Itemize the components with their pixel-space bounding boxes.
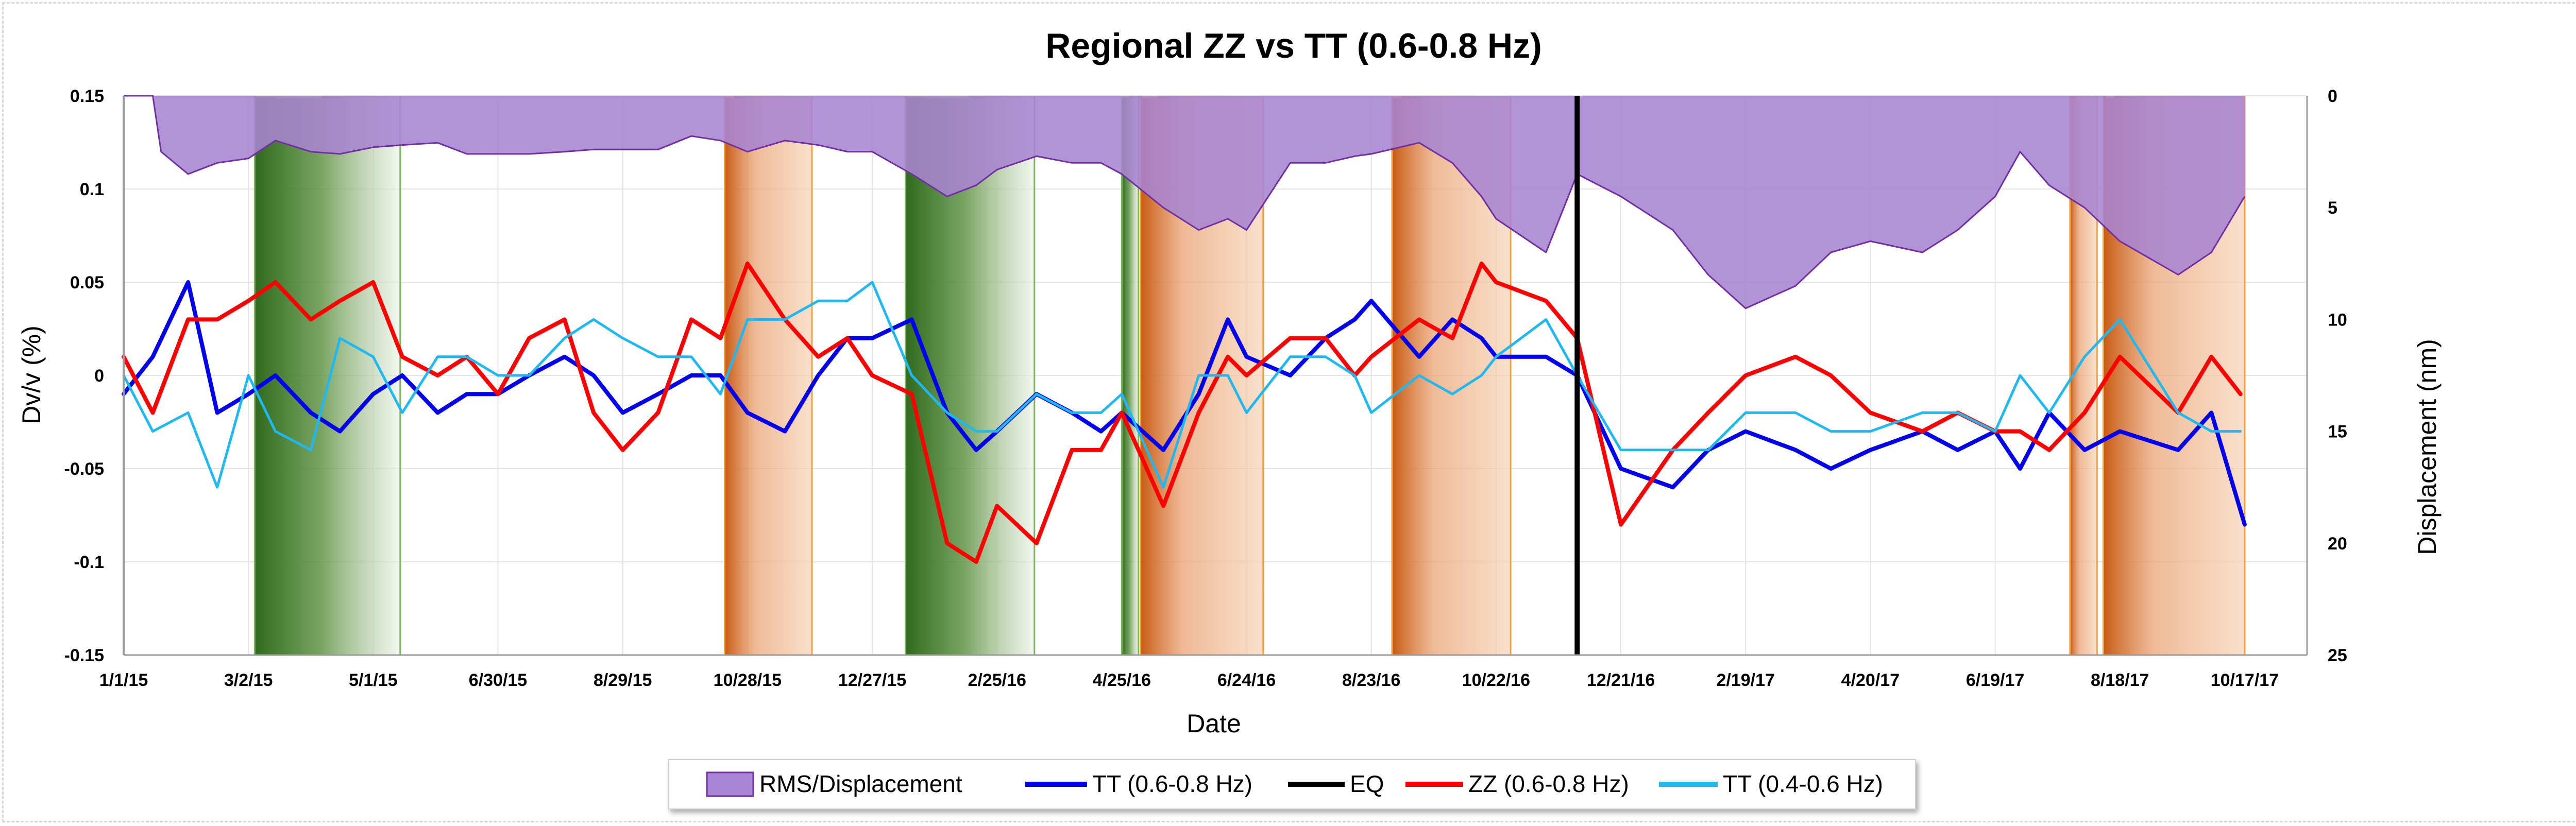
- y2-tick-label-1: 5: [2328, 198, 2337, 218]
- x-tick-label-6: 12/27/15: [838, 670, 906, 690]
- tick-labels: 1/1/15 3/2/15 5/1/15 6/30/15 8/29/15 10/28/15…: [64, 87, 2347, 690]
- y2-tick-label-2: 10: [2328, 310, 2347, 330]
- series-line-tt-0-6-0-8-hz: [122, 280, 2247, 527]
- chart-title: Regional ZZ vs TT (0.6-0.8 Hz): [1045, 26, 1542, 65]
- x-tick-label-2: 5/1/15: [349, 670, 398, 690]
- x-axis-title: Date: [1187, 709, 1241, 738]
- y-tick-label-0: 0.15: [70, 87, 104, 106]
- y-tick-label-4: -0.05: [64, 459, 105, 479]
- series-lines: [122, 261, 2247, 564]
- y2-tick-label-4: 20: [2328, 534, 2347, 554]
- x-tick-label-13: 2/19/17: [1717, 670, 1775, 690]
- legend-label-tt-low: TT (0.4-0.6 Hz): [1723, 770, 1883, 797]
- legend-label-rms: RMS/Displacement: [759, 770, 962, 797]
- y2-tick-label-5: 25: [2328, 646, 2347, 665]
- y-axis-title: Dv/v (%): [17, 325, 46, 424]
- y2-axis-title: Displacement (nm): [2413, 339, 2442, 555]
- x-tick-label-5: 10/28/15: [714, 670, 782, 690]
- rms-line: [124, 95, 2246, 309]
- legend-label-eq: EQ: [1350, 770, 1384, 797]
- rms-area-layer: [124, 95, 2246, 309]
- x-tick-label-3: 6/30/15: [469, 670, 527, 690]
- y-tick-label-1: 0.1: [80, 180, 104, 199]
- series-line-zz-0-6-0-8-hz: [122, 261, 2243, 564]
- legend-swatch-rms: [706, 771, 754, 797]
- green-band-1: [905, 96, 1035, 655]
- orange-band-0: [724, 96, 812, 655]
- y-tick-label-3: 0: [94, 366, 104, 386]
- green-band-2: [1122, 96, 1139, 655]
- x-tick-label-10: 8/23/16: [1342, 670, 1400, 690]
- x-tick-label-1: 3/2/15: [224, 670, 273, 690]
- x-tick-label-8: 4/25/16: [1093, 670, 1151, 690]
- green-band-0: [255, 96, 400, 655]
- series-line-tt-0-4-0-6-hz: [122, 281, 2242, 489]
- x-tick-label-0: 1/1/15: [99, 670, 148, 690]
- x-tick-label-7: 2/25/16: [968, 670, 1026, 690]
- x-tick-label-15: 6/19/17: [1966, 670, 2024, 690]
- legend-label-zz: ZZ (0.6-0.8 Hz): [1468, 770, 1629, 797]
- x-tick-label-4: 8/29/15: [594, 670, 652, 690]
- x-tick-label-14: 4/20/17: [1841, 670, 1900, 690]
- x-tick-label-17: 10/17/17: [2211, 670, 2279, 690]
- y2-tick-label-3: 15: [2328, 422, 2347, 442]
- legend-label-tt-high: TT (0.6-0.8 Hz): [1092, 770, 1252, 797]
- x-tick-label-12: 12/21/16: [1587, 670, 1655, 690]
- y-tick-label-6: -0.15: [64, 646, 105, 665]
- x-tick-label-9: 6/24/16: [1217, 670, 1276, 690]
- legend: RMS/Displacement TT (0.6-0.8 Hz) EQ ZZ (…: [668, 759, 1916, 810]
- y-tick-label-5: -0.1: [74, 553, 104, 572]
- y2-tick-label-0: 0: [2328, 87, 2337, 106]
- axes: [123, 96, 2308, 656]
- y-tick-label-2: 0.05: [70, 273, 104, 292]
- x-tick-label-16: 8/18/17: [2091, 670, 2149, 690]
- x-tick-label-11: 10/22/16: [1462, 670, 1530, 690]
